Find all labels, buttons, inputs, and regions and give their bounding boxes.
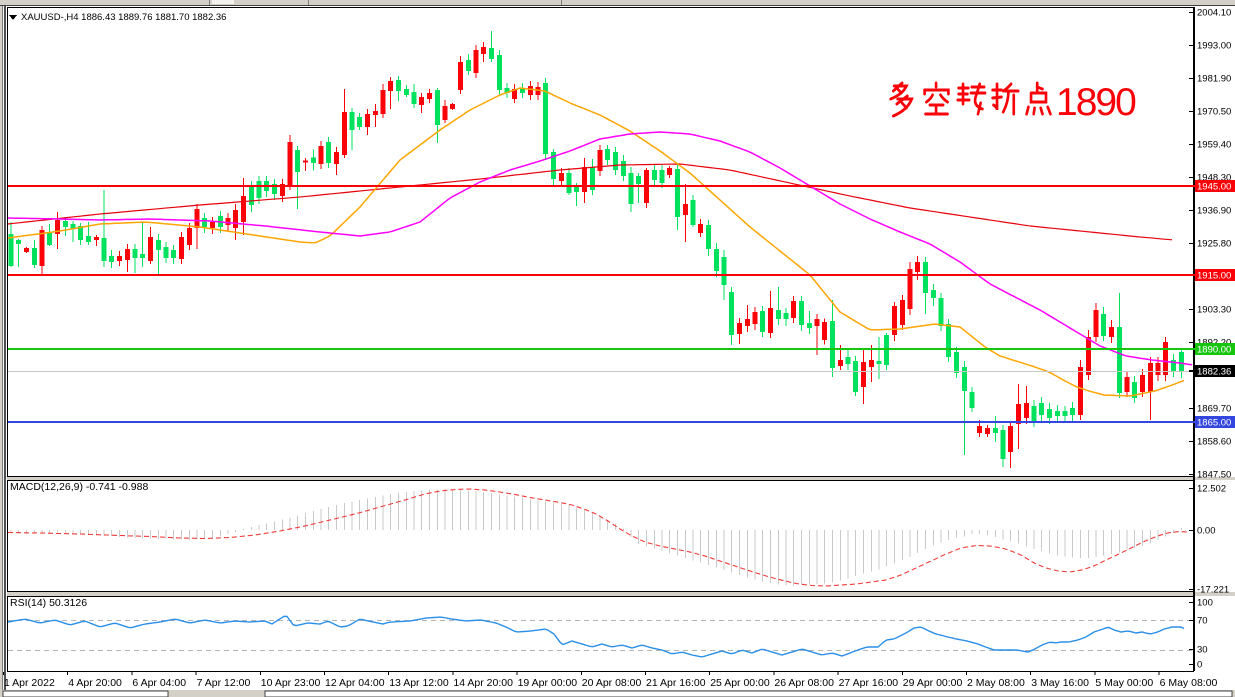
svg-text:0.00: 0.00 [1197,526,1216,537]
svg-text:26 Apr 08:00: 26 Apr 08:00 [774,677,834,689]
svg-text:MACD(12,26,9) -0.741 -0.988: MACD(12,26,9) -0.741 -0.988 [10,481,148,493]
svg-text:1858.60: 1858.60 [1197,437,1231,448]
svg-text:70: 70 [1197,616,1208,627]
svg-text:1959.40: 1959.40 [1197,140,1231,151]
svg-text:25 Apr 00:00: 25 Apr 00:00 [710,677,770,689]
svg-text:1970.50: 1970.50 [1197,107,1231,118]
svg-text:1981.90: 1981.90 [1197,74,1231,85]
svg-text:4 Apr 20:00: 4 Apr 20:00 [68,677,122,689]
svg-text:1903.30: 1903.30 [1197,305,1231,316]
svg-text:10 Apr 23:00: 10 Apr 23:00 [261,677,321,689]
svg-text:5 May 00:00: 5 May 00:00 [1095,677,1153,689]
svg-text:XAUUSD-,H4 1886.43 1889.76 18: XAUUSD-,H4 1886.43 1889.76 1881.70 1882.… [21,12,226,23]
svg-text:1993.00: 1993.00 [1197,41,1231,52]
svg-text:14 Apr 20:00: 14 Apr 20:00 [453,677,513,689]
svg-text:-17.221: -17.221 [1197,585,1229,596]
svg-text:2 May 08:00: 2 May 08:00 [967,677,1025,689]
svg-text:21 Apr 16:00: 21 Apr 16:00 [646,677,706,689]
svg-text:13 Apr 12:00: 13 Apr 12:00 [389,677,449,689]
svg-text:6 May 08:00: 6 May 08:00 [1160,677,1218,689]
svg-text:1948.30: 1948.30 [1197,173,1231,184]
svg-text:1915.00: 1915.00 [1197,271,1231,282]
svg-text:20 Apr 08:00: 20 Apr 08:00 [582,677,642,689]
svg-text:0: 0 [1197,660,1202,671]
svg-text:30: 30 [1197,645,1208,656]
svg-text:12.502: 12.502 [1197,484,1226,495]
svg-text:1882.36: 1882.36 [1197,367,1231,378]
svg-text:7 Apr 12:00: 7 Apr 12:00 [197,677,251,689]
svg-text:1865.00: 1865.00 [1197,418,1231,429]
svg-text:27 Apr 16:00: 27 Apr 16:00 [839,677,899,689]
svg-text:1869.70: 1869.70 [1197,404,1231,415]
svg-text:1890.00: 1890.00 [1197,345,1231,356]
svg-text:12 Apr 04:00: 12 Apr 04:00 [325,677,385,689]
svg-text:1847.50: 1847.50 [1197,470,1231,481]
svg-text:RSI(14) 50.3126: RSI(14) 50.3126 [10,597,87,609]
svg-text:1936.90: 1936.90 [1197,206,1231,217]
svg-text:3 May 16:00: 3 May 16:00 [1031,677,1089,689]
svg-text:1945.00: 1945.00 [1197,182,1231,193]
svg-text:1890: 1890 [1056,81,1136,124]
svg-text:100: 100 [1197,598,1213,609]
svg-text:1925.80: 1925.80 [1197,239,1231,250]
svg-text:6 Apr 04:00: 6 Apr 04:00 [132,677,186,689]
svg-text:19 Apr 00:00: 19 Apr 00:00 [518,677,578,689]
svg-text:1 Apr 2022: 1 Apr 2022 [4,677,55,689]
svg-text:2004.10: 2004.10 [1197,8,1231,19]
svg-text:29 Apr 00:00: 29 Apr 00:00 [903,677,963,689]
